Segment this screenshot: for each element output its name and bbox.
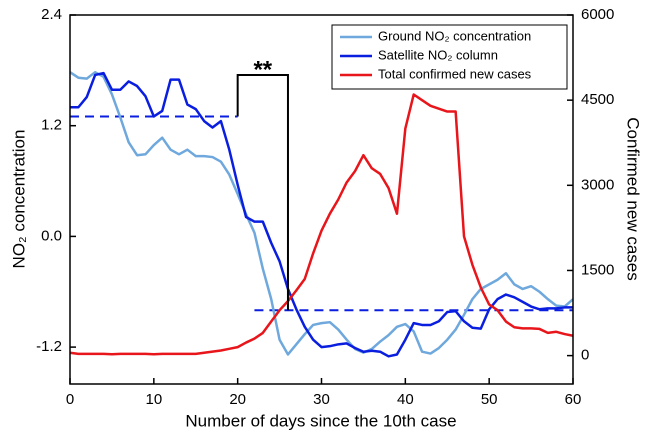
y2-tick-label: 0 [581, 347, 589, 364]
x-axis-label: Number of days since the 10th case [185, 411, 456, 430]
x-tick-label: 30 [313, 391, 330, 408]
y-tick-label: 0.0 [41, 227, 62, 244]
y2-tick-label: 1500 [581, 261, 614, 278]
y-tick-label: 1.2 [41, 117, 62, 134]
y-tick-label: -1.2 [36, 338, 62, 355]
x-tick-label: 10 [145, 391, 162, 408]
x-tick-label: 40 [397, 391, 414, 408]
y2-axis-label: Confirmed new cases [624, 117, 643, 280]
x-tick-label: 20 [229, 391, 246, 408]
significance-bracket [236, 73, 289, 311]
legend-label: Total confirmed new cases [378, 66, 532, 81]
y2-tick-label: 6000 [581, 6, 614, 23]
significance-label: ** [253, 56, 272, 83]
x-tick-label: 0 [66, 391, 74, 408]
legend-label: Satellite NO₂ column [378, 47, 498, 62]
y2-tick-label: 3000 [581, 176, 614, 193]
y-tick-label: 2.4 [41, 6, 62, 23]
x-tick-label: 60 [565, 391, 582, 408]
series-line [70, 71, 573, 358]
y-axis-label: NO₂ concentration [9, 130, 28, 269]
y2-tick-label: 4500 [581, 91, 614, 108]
legend-label: Ground NO₂ concentration [378, 28, 531, 43]
series-line [69, 93, 574, 356]
x-tick-label: 50 [481, 391, 498, 408]
series-line [69, 70, 574, 356]
